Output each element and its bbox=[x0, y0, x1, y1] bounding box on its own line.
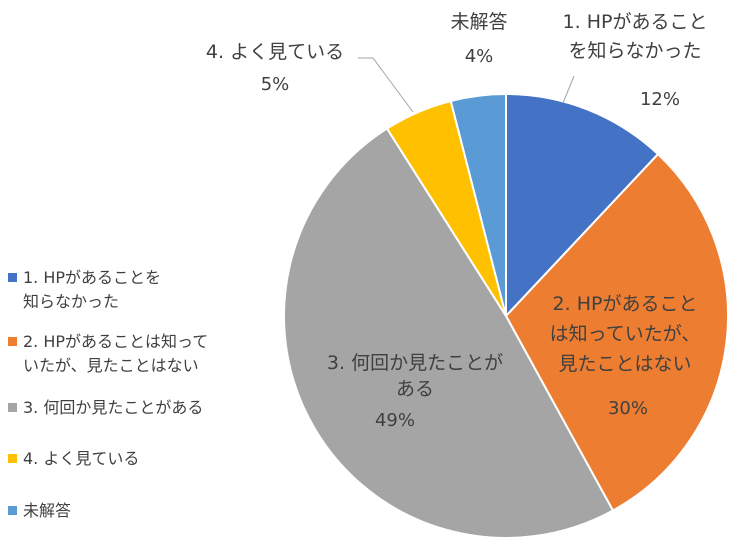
slice-label-1: 1. HPがあることを知らなかった bbox=[563, 11, 708, 62]
legend-item-4: 4. よく見ている bbox=[8, 447, 268, 471]
legend-swatch-5 bbox=[8, 506, 17, 515]
leader-line-4 bbox=[358, 57, 414, 113]
slice-percent-5: 4% bbox=[465, 46, 494, 67]
slice-percent-1: 12% bbox=[640, 89, 680, 110]
legend-label-3: 3. 何回か見たことがある bbox=[23, 398, 204, 417]
slice-label-3: 3. 何回か見たことがある bbox=[327, 352, 503, 400]
legend-item-1: 1. HPがあることを 知らなかった bbox=[8, 266, 268, 314]
legend-label-5: 未解答 bbox=[23, 501, 72, 520]
slice-label-2: 2. HPがあることは知っていたが、見たことはない bbox=[550, 293, 701, 375]
pie-slice-5 bbox=[449, 92, 507, 317]
pie-slice-1 bbox=[505, 92, 660, 319]
slice-percent-2: 30% bbox=[608, 398, 648, 419]
slice-percent-3: 49% bbox=[375, 410, 415, 431]
slice-percent-4: 5% bbox=[261, 74, 290, 95]
legend-label-4: 4. よく見ている bbox=[23, 449, 140, 468]
legend-swatch-1 bbox=[8, 273, 17, 282]
legend-swatch-3 bbox=[8, 403, 17, 412]
legend-swatch-4 bbox=[8, 454, 17, 463]
pie-slice-2 bbox=[504, 152, 729, 512]
slice-label-5: 未解答 bbox=[450, 11, 507, 33]
slice-label-4: 4. よく見ている bbox=[206, 41, 344, 63]
legend-item-2: 2. HPがあることは知って いたが、見たことはない bbox=[8, 330, 268, 378]
leader-line-1 bbox=[562, 75, 575, 104]
legend-item-3: 3. 何回か見たことがある bbox=[8, 396, 268, 420]
legend-item-5: 未解答 bbox=[8, 499, 268, 523]
legend-label-1: 1. HPがあることを 知らなかった bbox=[23, 268, 162, 311]
pie-slice-3 bbox=[283, 127, 615, 539]
legend-label-2: 2. HPがあることは知って いたが、見たことはない bbox=[23, 332, 209, 375]
legend-swatch-2 bbox=[8, 337, 17, 346]
